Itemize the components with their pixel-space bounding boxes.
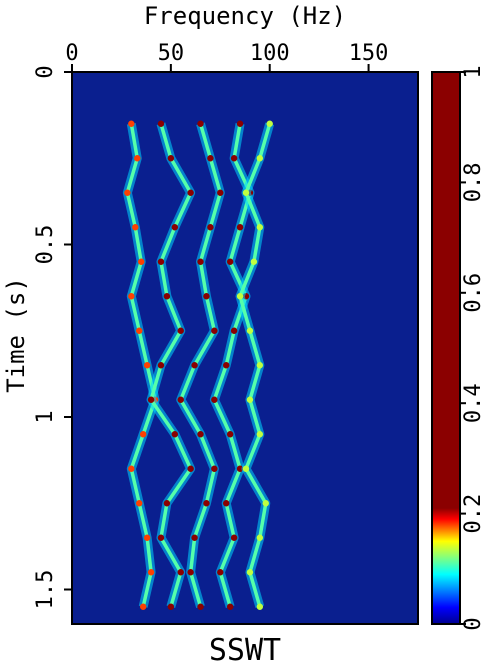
- y-tick-label: 0: [33, 65, 58, 78]
- ridge-2-point: [163, 500, 171, 507]
- ridge-2-point: [167, 603, 175, 610]
- ridge-5-point: [242, 465, 250, 472]
- ridge-3-point: [197, 431, 204, 438]
- colorbar-tick-label: 0: [461, 617, 486, 630]
- ridge-1-point: [124, 189, 131, 196]
- ridge-4-point: [236, 224, 244, 231]
- ridge-1-point: [139, 603, 147, 610]
- plot-frame: [71, 71, 419, 625]
- ridge-3-point: [203, 293, 210, 300]
- ridge-5-point: [250, 258, 258, 265]
- ridge-5-point: [256, 534, 264, 541]
- ridge-1-point: [136, 327, 143, 334]
- ridge-3-point: [197, 258, 204, 265]
- ridge-4-point: [217, 569, 224, 576]
- ridge-5-point: [236, 293, 244, 300]
- x-tick-label: 0: [65, 41, 78, 66]
- ridge-5-point: [256, 362, 264, 369]
- x-tick-label: 50: [158, 41, 185, 66]
- y-ticks: 0 0.5 1 1.5: [33, 65, 72, 609]
- ridge-4-point: [223, 500, 230, 507]
- ridge-5-point: [256, 603, 264, 610]
- ridge-4-point: [226, 603, 234, 610]
- ridge-2-point: [157, 258, 165, 265]
- ridge-3-point: [203, 500, 210, 507]
- ridge-2-point: [187, 189, 194, 196]
- plot-background: [72, 72, 418, 624]
- ridge-2-point: [157, 534, 165, 541]
- ridge-1-point: [138, 258, 145, 265]
- ridge-5-point: [256, 155, 264, 162]
- ridge-5-point: [242, 189, 250, 196]
- ridge-5-point: [246, 569, 254, 576]
- ridge-1-point: [128, 120, 135, 127]
- ridge-2-point: [157, 362, 165, 369]
- ridge-1-point: [136, 500, 143, 507]
- colorbar-ticks: 0 0.2 0.4 0.6 0.8 1: [460, 65, 486, 631]
- ridge-2-point: [167, 155, 175, 162]
- ridge-2-point: [157, 120, 165, 127]
- ridge-5-point: [246, 327, 254, 334]
- colorbar-tick-label: 0.2: [461, 494, 486, 534]
- ridge-3-point: [177, 396, 184, 403]
- ridge-2-point: [177, 327, 184, 334]
- ridge-5-point: [256, 431, 264, 438]
- x-tick-label: 100: [250, 41, 290, 66]
- ridge-1-point: [128, 465, 135, 472]
- ridge-5-point: [246, 396, 254, 403]
- ridge-3-point: [197, 120, 204, 127]
- ridge-1-point: [147, 569, 155, 576]
- ridge-4-point: [211, 396, 218, 403]
- ridge-1-point: [132, 224, 139, 231]
- ridge-3-point: [211, 465, 218, 472]
- ridge-5-point: [266, 120, 273, 127]
- ridge-2-point: [163, 293, 171, 300]
- ridge-5-point: [262, 500, 269, 507]
- chart-title: SSWT: [209, 633, 281, 665]
- ridge-3-point: [191, 534, 198, 541]
- ridge-3-point: [207, 155, 214, 162]
- ridge-1-point: [143, 362, 151, 369]
- ridge-3-point: [191, 362, 198, 369]
- ridge-4-point: [230, 155, 238, 162]
- colorbar-tick-label: 0.6: [461, 273, 486, 313]
- colorbar-tick-label: 0.4: [461, 383, 486, 423]
- ridge-2-point: [171, 224, 179, 231]
- ridge-2-point: [187, 465, 194, 472]
- ridge-4-point: [223, 362, 230, 369]
- x-tick-label: 150: [349, 41, 389, 66]
- y-tick-label: 1.5: [33, 570, 58, 610]
- colorbar-tick-label: 0.8: [461, 163, 486, 203]
- x-ticks: 0 50 100 150: [65, 41, 388, 72]
- colorbar: [432, 72, 460, 624]
- ridge-2-point: [147, 396, 155, 403]
- ridge-3-point: [197, 603, 204, 610]
- ridge-3-point: [187, 569, 194, 576]
- ridge-5-point: [256, 224, 264, 231]
- ridge-4-point: [230, 327, 238, 334]
- y-tick-label: 0.5: [33, 225, 58, 265]
- x-axis-label: Frequency (Hz): [144, 2, 346, 30]
- colorbar-tick-label: 1: [461, 65, 486, 78]
- ridge-2-point: [171, 431, 179, 438]
- ridge-1-point: [139, 431, 147, 438]
- colorbar-frame: [431, 71, 461, 625]
- ridge-1-point: [128, 293, 135, 300]
- ridge-1-point: [143, 534, 151, 541]
- ridge-4-point: [226, 431, 234, 438]
- ridge-1-point: [134, 155, 141, 162]
- ridge-4-point: [230, 534, 238, 541]
- ridge-4-point: [226, 258, 234, 265]
- ridge-3-point: [207, 224, 214, 231]
- ridge-4-point: [236, 465, 244, 472]
- heatmap-layer: [122, 120, 275, 610]
- ridge-2-point: [177, 569, 184, 576]
- y-axis-label: Time (s): [2, 277, 30, 393]
- ridge-3-point: [217, 189, 224, 196]
- y-tick-label: 1: [33, 410, 58, 423]
- ridge-3-point: [211, 327, 218, 334]
- ridge-4-point: [236, 120, 244, 127]
